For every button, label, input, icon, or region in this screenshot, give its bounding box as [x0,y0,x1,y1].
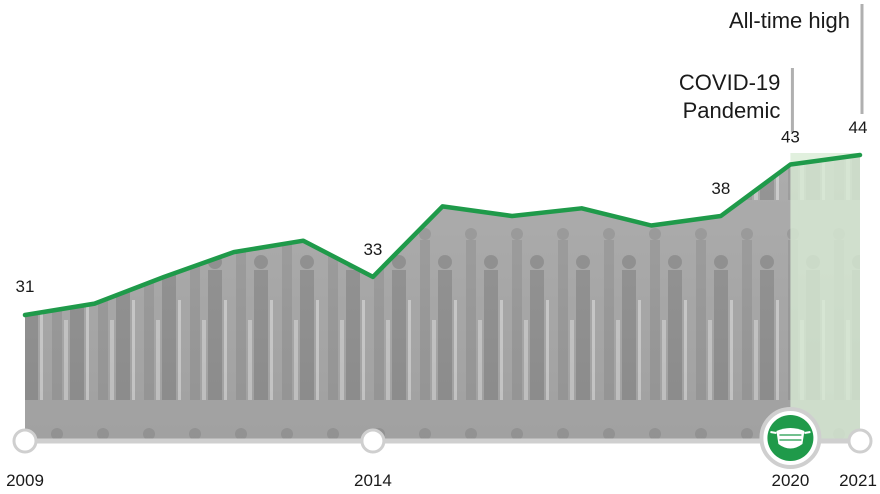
data-label-2014: 33 [363,240,382,259]
annotation-text-2021-0: All-time high [729,8,850,33]
milestone-markers [12,407,873,469]
x-tick-labels: 2009 2014 2020 2021 [6,471,877,490]
annotation-2020: COVID-19 Pandemic [679,68,794,132]
annotation-text-2020-0: COVID-19 [679,70,780,95]
covid-highlight-band [790,153,860,441]
x-tick-label-2009: 2009 [6,471,44,490]
milestone-marker-2021 [847,428,873,454]
x-tick-label-2021: 2021 [839,471,877,490]
data-label-2019: 38 [711,179,730,198]
annotations: COVID-19 Pandemic All-time high [679,4,864,132]
milestone-marker-2014 [360,428,386,454]
annotation-2021: All-time high [729,4,864,114]
milestone-marker-2009 [12,428,38,454]
x-tick-label-2014: 2014 [354,471,392,490]
face-mask-icon [759,407,822,469]
annotation-text-2020-1: Pandemic [683,98,781,123]
data-label-2020: 43 [781,128,800,147]
data-labels: 31 33 38 43 44 [16,118,868,296]
series-line [22,152,863,318]
x-tick-label-2020: 2020 [772,471,810,490]
data-label-2009: 31 [16,277,35,296]
data-label-2021: 44 [849,118,868,137]
